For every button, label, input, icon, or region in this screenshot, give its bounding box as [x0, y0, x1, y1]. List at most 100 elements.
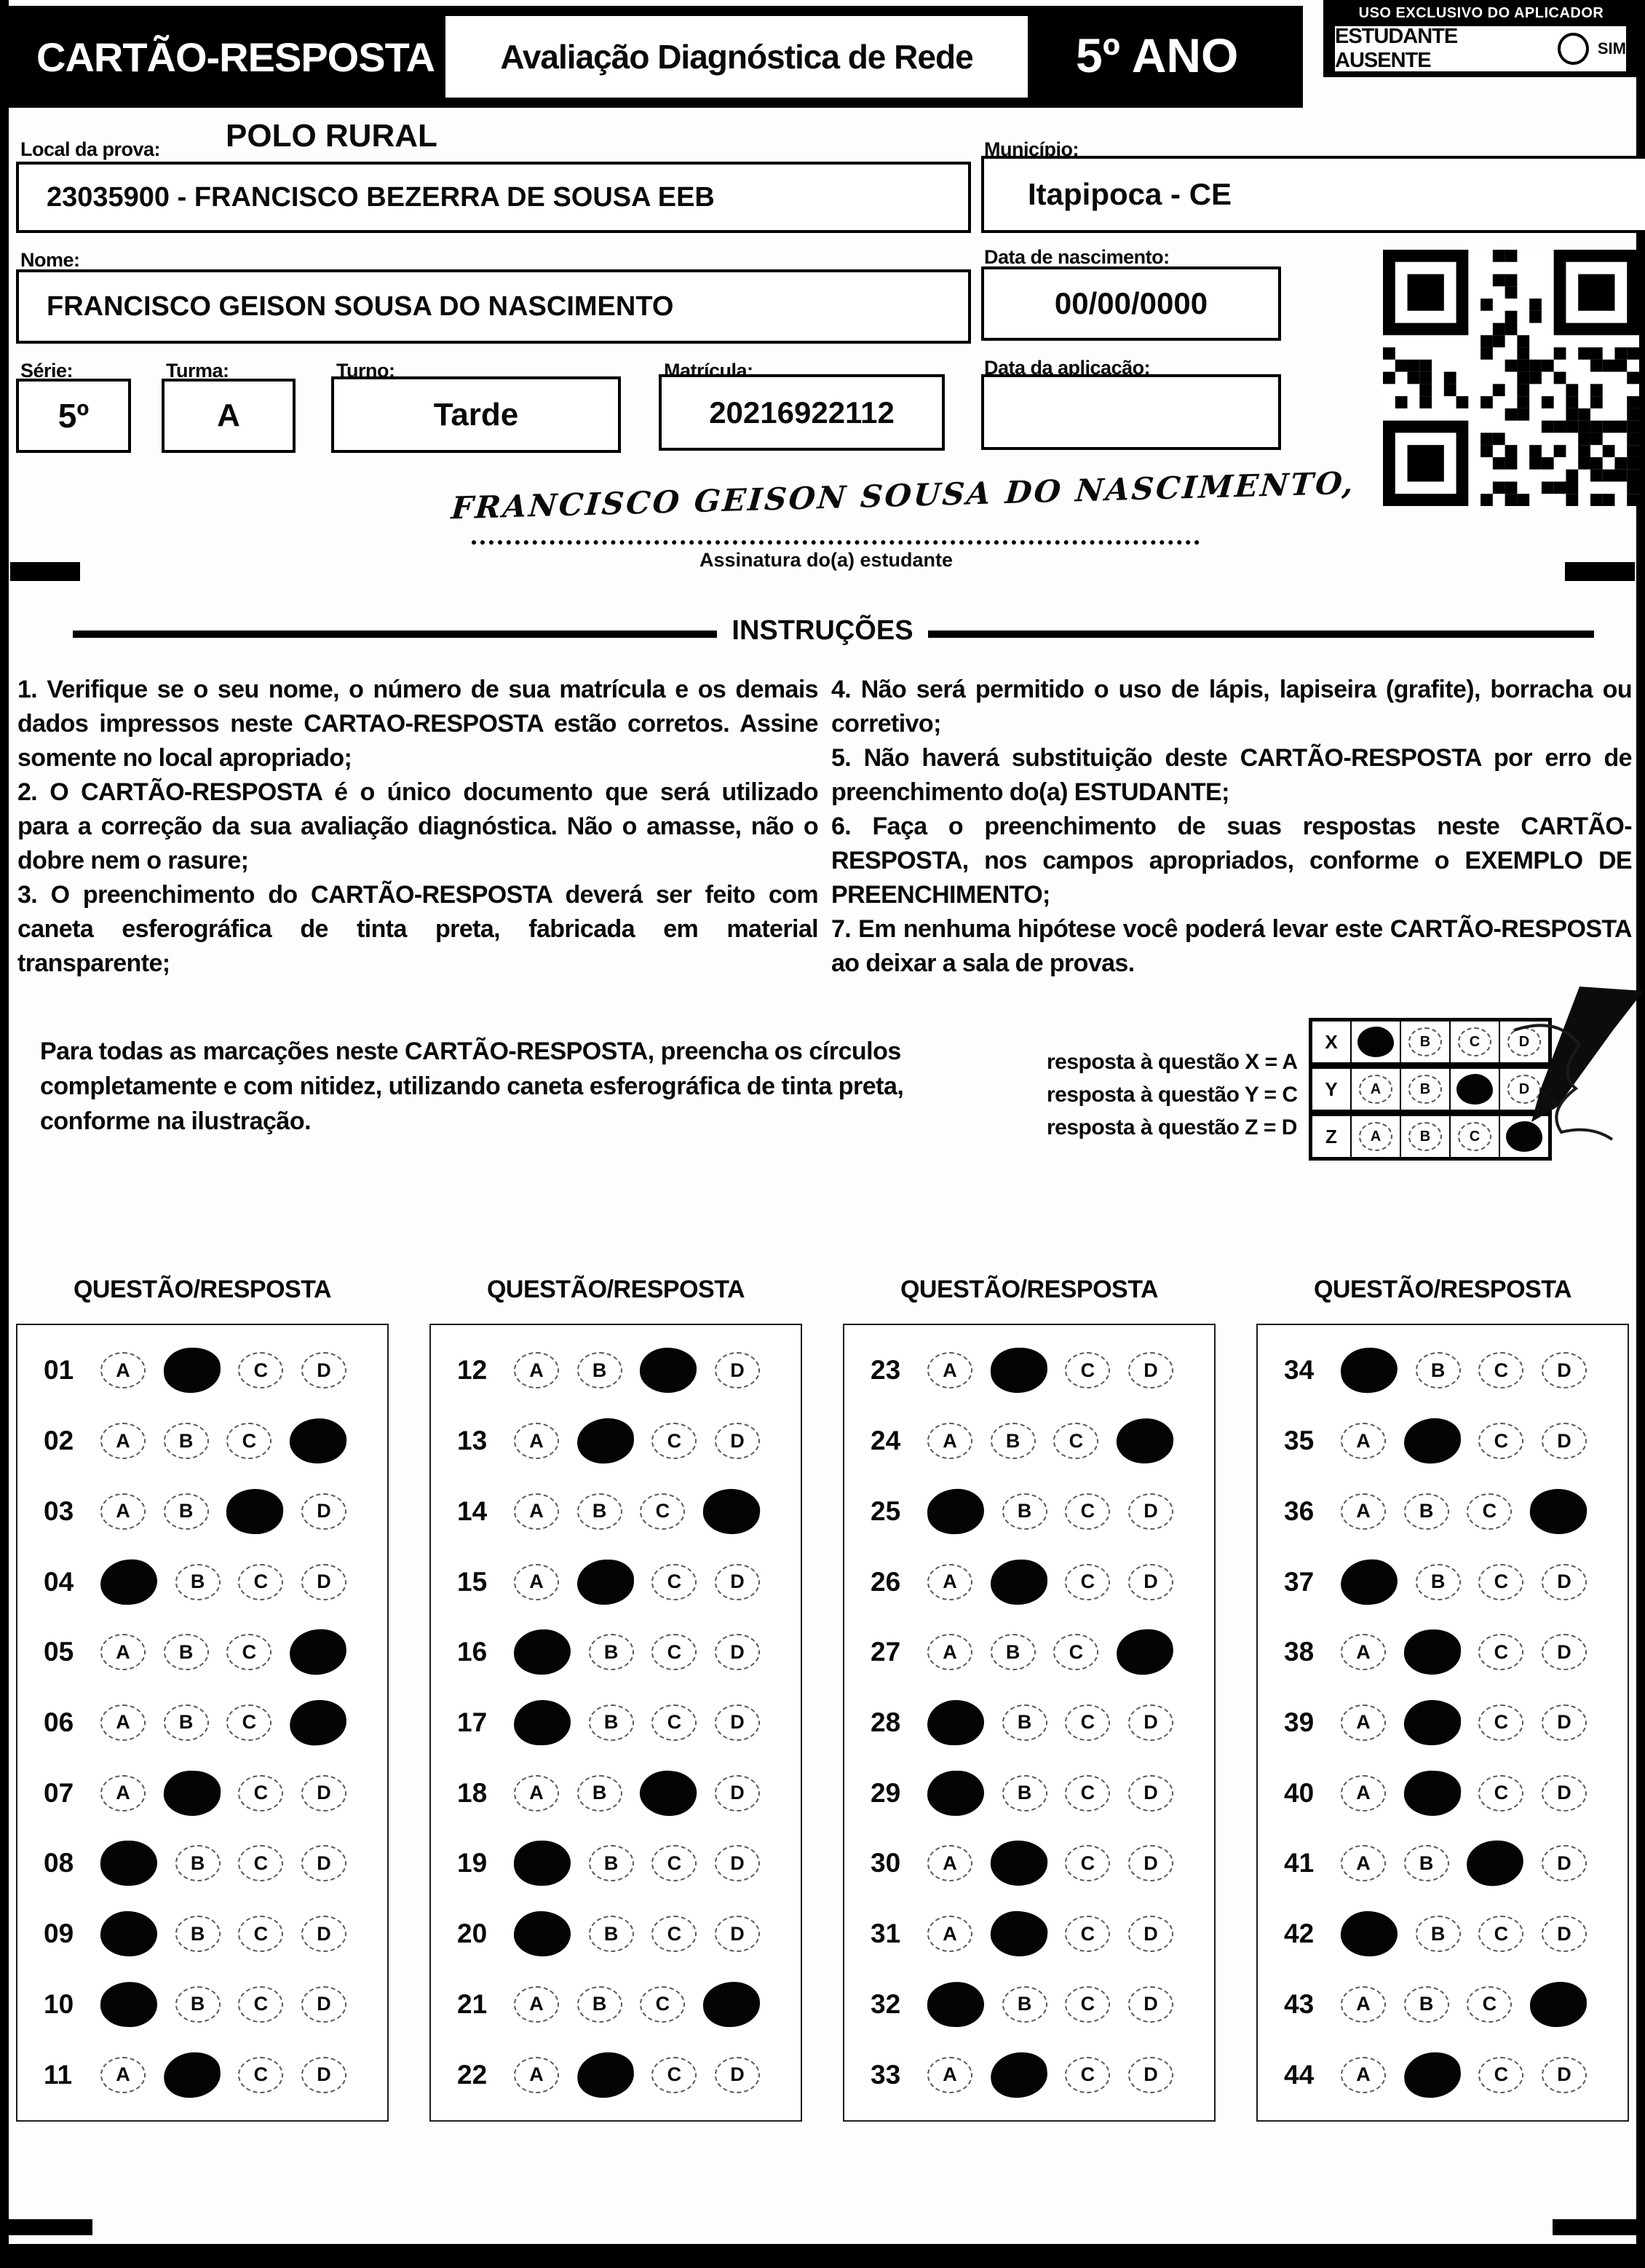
answer-bubble-q24-D-marked[interactable]	[1114, 1416, 1176, 1466]
answer-bubble-q03-C-marked[interactable]	[226, 1487, 285, 1536]
answer-bubble-q07-D[interactable]: D	[301, 1774, 346, 1811]
answer-bubble-q11-C[interactable]: C	[238, 2056, 284, 2093]
answer-bubble-q19-C[interactable]: C	[651, 1845, 697, 1882]
answer-bubble-q33-D[interactable]: D	[1127, 2056, 1173, 2093]
answer-bubble-q27-A[interactable]: A	[927, 1634, 972, 1671]
answer-bubble-q20-A-marked[interactable]	[512, 1910, 572, 1958]
answer-bubble-q14-D-marked[interactable]	[701, 1486, 762, 1537]
answer-bubble-q34-A-marked[interactable]	[1338, 1345, 1400, 1396]
answer-bubble-q18-C-marked[interactable]	[638, 1767, 699, 1819]
answer-bubble-q34-D[interactable]: D	[1541, 1352, 1587, 1389]
answer-bubble-q29-B[interactable]: B	[1002, 1774, 1047, 1811]
answer-bubble-q32-B[interactable]: B	[1002, 1986, 1047, 2023]
answer-bubble-q08-D[interactable]: D	[301, 1845, 346, 1882]
answer-bubble-q33-C[interactable]: C	[1065, 2056, 1111, 2093]
answer-bubble-q06-C[interactable]: C	[226, 1704, 272, 1741]
answer-bubble-q41-C-marked[interactable]	[1464, 1838, 1526, 1889]
answer-bubble-q07-B-marked[interactable]	[162, 1769, 222, 1817]
answer-bubble-q37-A-marked[interactable]	[1339, 1557, 1399, 1606]
answer-bubble-q42-B[interactable]: B	[1415, 1916, 1461, 1953]
answer-bubble-q30-D[interactable]: D	[1127, 1845, 1173, 1882]
answer-bubble-q38-C[interactable]: C	[1478, 1634, 1524, 1671]
answer-bubble-q13-D[interactable]: D	[714, 1423, 760, 1460]
answer-bubble-q29-A-marked[interactable]	[927, 1770, 984, 1816]
answer-bubble-q42-C[interactable]: C	[1478, 1916, 1524, 1953]
answer-bubble-q37-C[interactable]: C	[1478, 1563, 1524, 1600]
answer-bubble-q28-C[interactable]: C	[1065, 1704, 1111, 1741]
answer-bubble-q09-A-marked[interactable]	[99, 1910, 159, 1958]
answer-bubble-q14-A[interactable]: A	[514, 1493, 559, 1530]
answer-bubble-q25-A-marked[interactable]	[925, 1487, 986, 1536]
answer-bubble-q31-D[interactable]: D	[1127, 1916, 1173, 1953]
answer-bubble-q26-A[interactable]: A	[927, 1563, 972, 1600]
answer-bubble-q44-C[interactable]: C	[1478, 2056, 1524, 2093]
answer-bubble-q35-B-marked[interactable]	[1403, 1417, 1462, 1465]
answer-bubble-q22-A[interactable]: A	[514, 2056, 559, 2093]
answer-bubble-q24-C[interactable]: C	[1053, 1423, 1099, 1460]
answer-bubble-q16-A-marked[interactable]	[512, 1628, 572, 1676]
answer-bubble-q27-C[interactable]: C	[1053, 1634, 1099, 1671]
answer-bubble-q26-C[interactable]: C	[1065, 1563, 1111, 1600]
answer-bubble-q25-C[interactable]: C	[1065, 1493, 1111, 1530]
answer-bubble-q44-B-marked[interactable]	[1401, 2049, 1463, 2101]
answer-bubble-q39-C[interactable]: C	[1478, 1704, 1524, 1741]
answer-bubble-q15-A[interactable]: A	[514, 1563, 559, 1600]
answer-bubble-q43-D-marked[interactable]	[1529, 1981, 1587, 2028]
answer-bubble-q23-C[interactable]: C	[1065, 1352, 1111, 1389]
answer-bubble-q13-A[interactable]: A	[514, 1423, 559, 1460]
answer-bubble-q29-C[interactable]: C	[1065, 1774, 1111, 1811]
answer-bubble-q29-D[interactable]: D	[1127, 1774, 1173, 1811]
answer-bubble-q32-D[interactable]: D	[1127, 1986, 1173, 2023]
answer-bubble-q42-D[interactable]: D	[1541, 1916, 1587, 1953]
answer-bubble-q37-B[interactable]: B	[1415, 1563, 1461, 1600]
answer-bubble-q03-A[interactable]: A	[100, 1493, 146, 1530]
answer-bubble-q44-A[interactable]: A	[1341, 2056, 1386, 2093]
answer-bubble-q15-D[interactable]: D	[714, 1563, 760, 1600]
answer-bubble-q13-C[interactable]: C	[651, 1423, 697, 1460]
answer-bubble-q04-A-marked[interactable]	[99, 1557, 159, 1606]
answer-bubble-q22-B-marked[interactable]	[574, 2049, 636, 2101]
answer-bubble-q14-C[interactable]: C	[640, 1493, 686, 1530]
answer-bubble-q21-A[interactable]: A	[514, 1986, 559, 2023]
answer-bubble-q16-B[interactable]: B	[588, 1634, 634, 1671]
answer-bubble-q22-D[interactable]: D	[714, 2056, 760, 2093]
answer-bubble-q09-D[interactable]: D	[301, 1916, 346, 1953]
answer-bubble-q12-B[interactable]: B	[576, 1352, 622, 1389]
answer-bubble-q36-A[interactable]: A	[1341, 1493, 1386, 1530]
answer-bubble-q19-D[interactable]: D	[714, 1845, 760, 1882]
answer-bubble-q14-B[interactable]: B	[576, 1493, 622, 1530]
answer-bubble-q17-C[interactable]: C	[651, 1704, 697, 1741]
answer-bubble-q05-B[interactable]: B	[163, 1634, 209, 1671]
answer-bubble-q43-C[interactable]: C	[1467, 1986, 1513, 2023]
answer-bubble-q35-A[interactable]: A	[1341, 1423, 1386, 1460]
answer-bubble-q35-D[interactable]: D	[1541, 1423, 1587, 1460]
answer-bubble-q38-A[interactable]: A	[1341, 1634, 1386, 1671]
answer-bubble-q03-B[interactable]: B	[163, 1493, 209, 1530]
answer-bubble-q05-C[interactable]: C	[226, 1634, 272, 1671]
answer-bubble-q41-A[interactable]: A	[1341, 1845, 1386, 1882]
answer-bubble-q12-D[interactable]: D	[714, 1352, 760, 1389]
answer-bubble-q06-B[interactable]: B	[163, 1704, 209, 1741]
answer-bubble-q28-D[interactable]: D	[1127, 1704, 1173, 1741]
answer-bubble-q38-D[interactable]: D	[1541, 1634, 1587, 1671]
answer-bubble-q09-C[interactable]: C	[238, 1916, 284, 1953]
answer-bubble-q24-B[interactable]: B	[990, 1423, 1036, 1460]
answer-bubble-q37-D[interactable]: D	[1541, 1563, 1587, 1600]
answer-bubble-q33-A[interactable]: A	[927, 2056, 972, 2093]
answer-bubble-q17-A-marked[interactable]	[513, 1699, 571, 1746]
answer-bubble-q17-B[interactable]: B	[588, 1704, 634, 1741]
answer-bubble-q44-D[interactable]: D	[1541, 2056, 1587, 2093]
answer-bubble-q36-D-marked[interactable]	[1528, 1486, 1589, 1537]
answer-bubble-q06-D-marked[interactable]	[288, 1697, 349, 1748]
answer-bubble-q30-B-marked[interactable]	[988, 1838, 1049, 1889]
answer-bubble-q32-A-marked[interactable]	[926, 1980, 986, 2028]
answer-bubble-q39-B-marked[interactable]	[1403, 1699, 1462, 1747]
answer-bubble-q43-A[interactable]: A	[1341, 1986, 1386, 2023]
answer-bubble-q39-D[interactable]: D	[1541, 1704, 1587, 1741]
answer-bubble-q40-B-marked[interactable]	[1403, 1769, 1462, 1817]
answer-bubble-q02-B[interactable]: B	[163, 1423, 209, 1460]
absent-circle[interactable]	[1558, 33, 1589, 65]
answer-bubble-q01-D[interactable]: D	[301, 1352, 346, 1389]
answer-bubble-q20-D[interactable]: D	[714, 1916, 760, 1953]
answer-bubble-q04-D[interactable]: D	[301, 1563, 346, 1600]
